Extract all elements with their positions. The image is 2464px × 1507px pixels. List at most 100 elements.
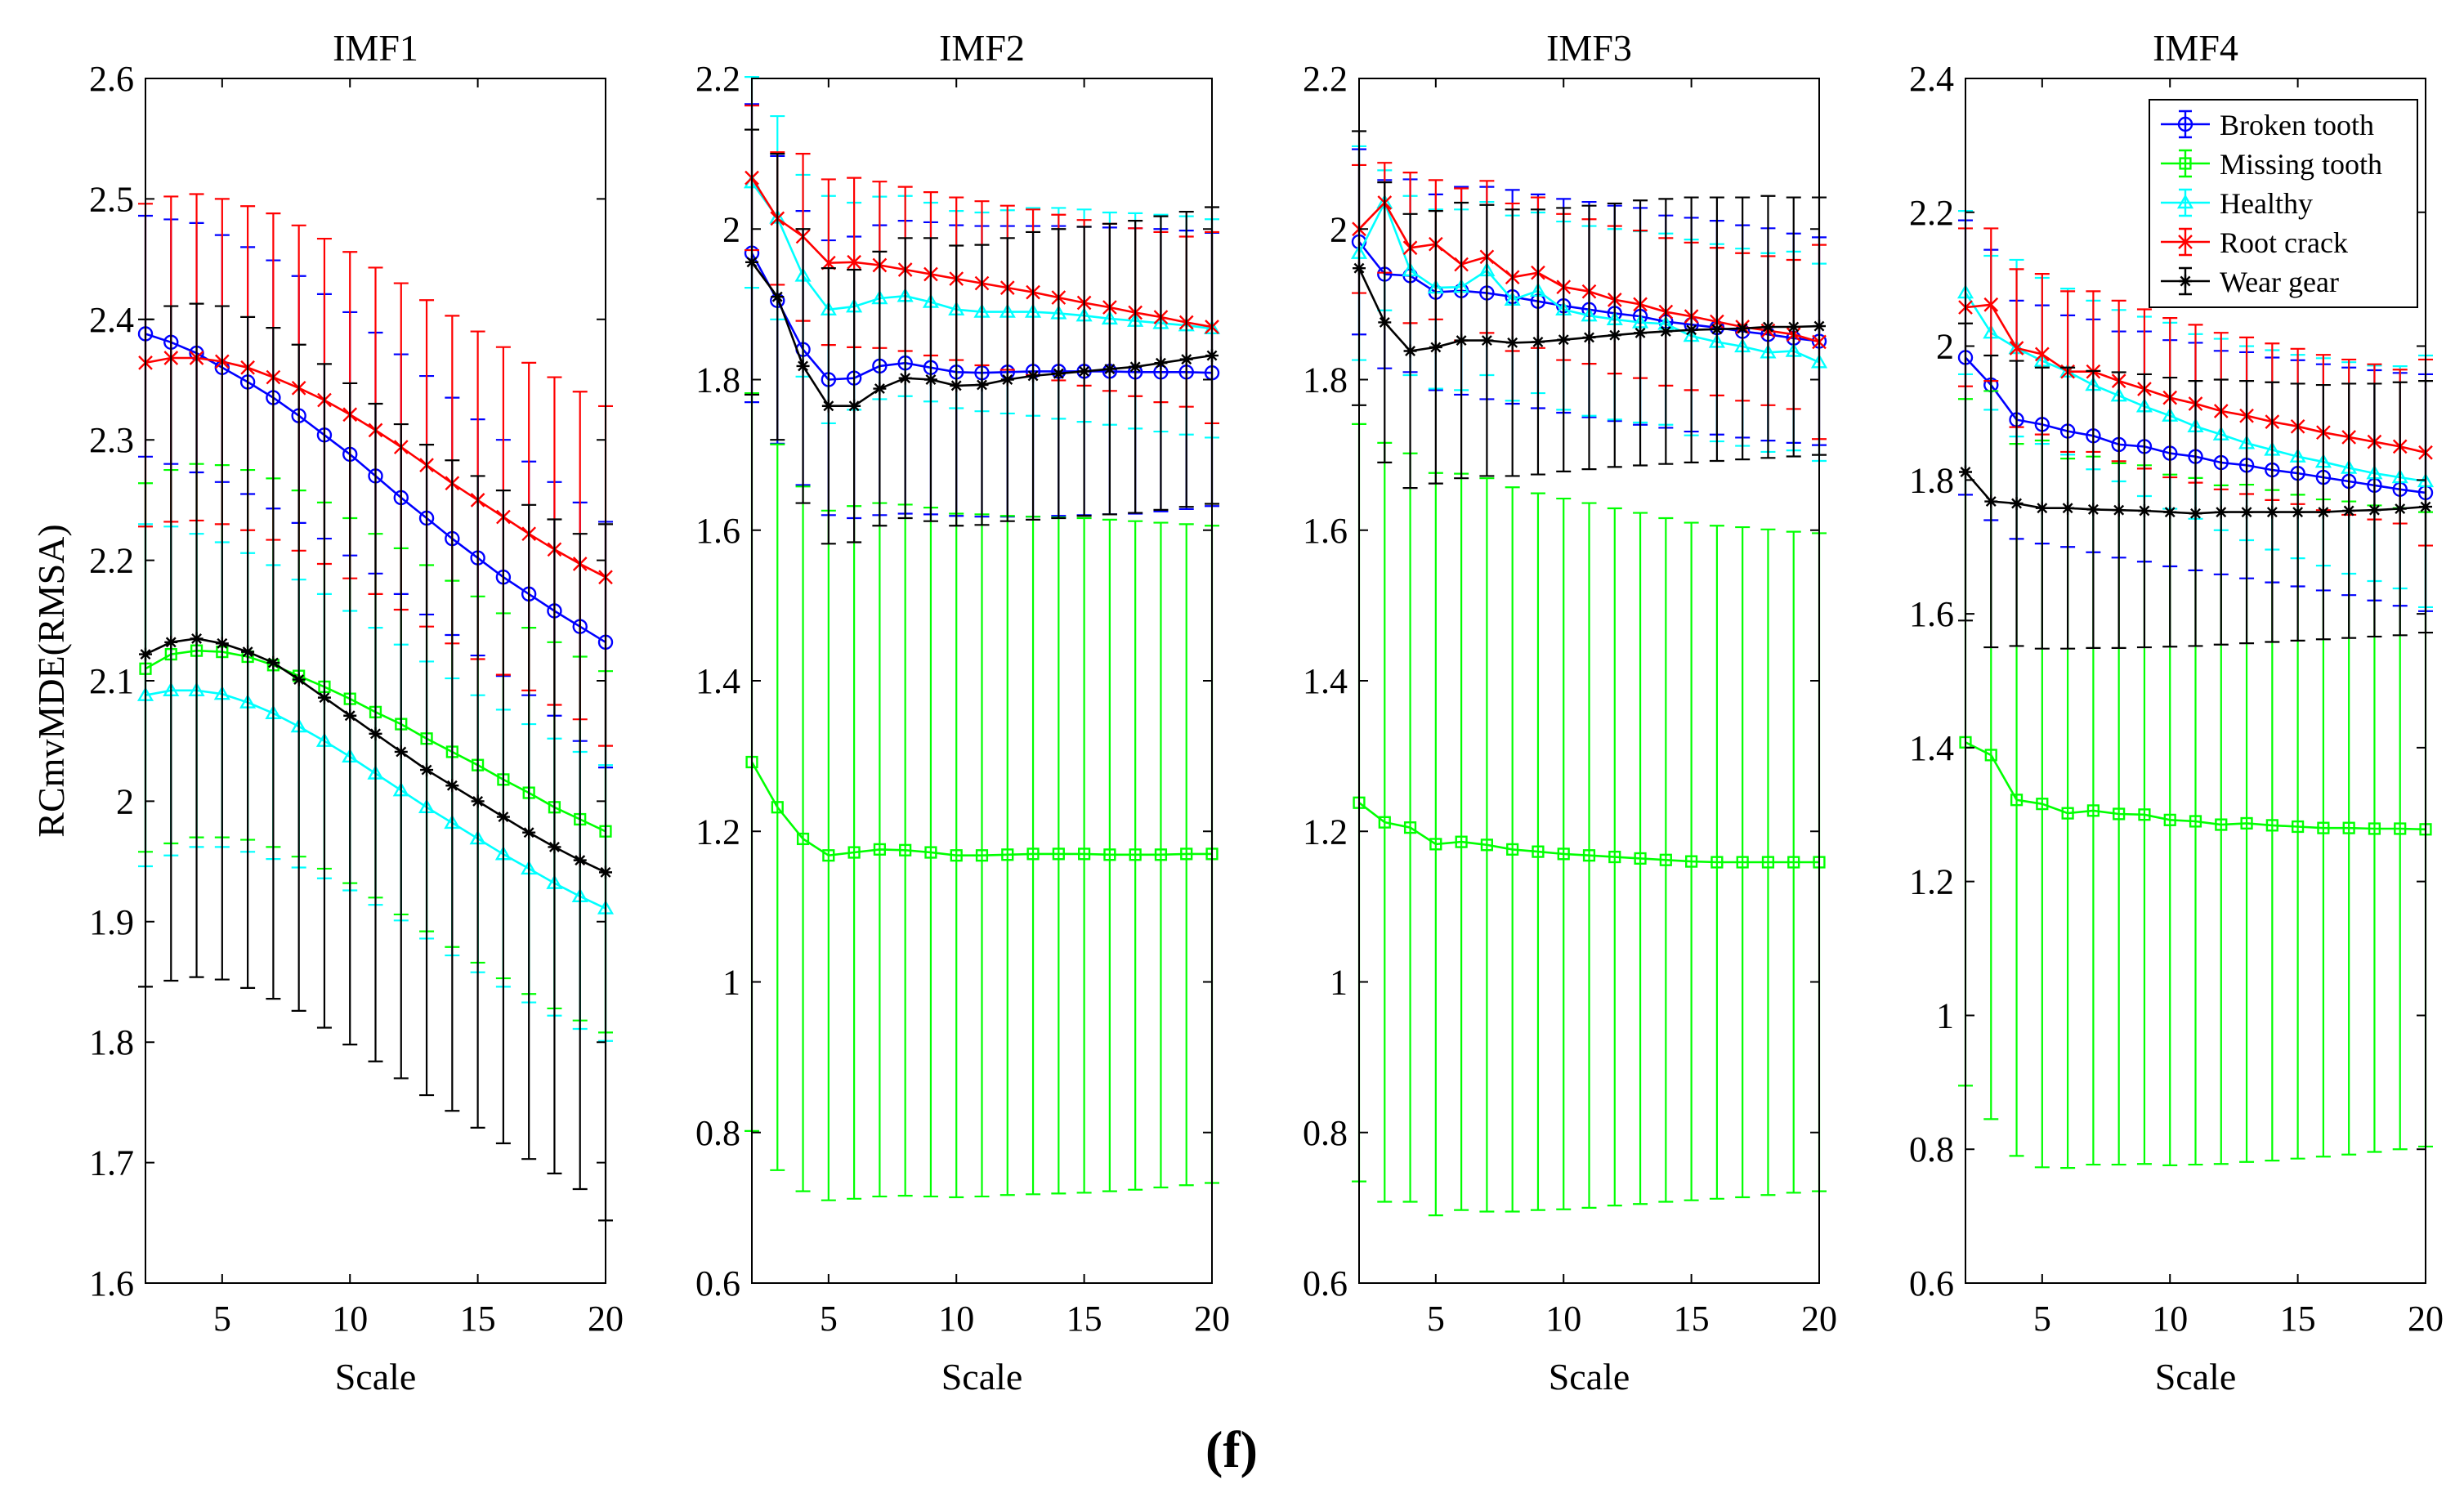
- x-axis-label: Scale: [335, 1356, 417, 1397]
- y-tick-label: 0.6: [695, 1263, 740, 1304]
- data-point: [548, 840, 561, 854]
- data-point: [2086, 503, 2100, 516]
- panels: 1.61.71.81.922.12.22.32.42.52.65 10 15 20IM…: [30, 27, 2444, 1397]
- series-missing-tooth: [1352, 423, 1827, 1217]
- legend-item-broken-tooth: Broken tooth: [2161, 109, 2374, 141]
- y-tick-label: 1.7: [89, 1143, 134, 1183]
- y-tick-label: 2.1: [89, 661, 134, 701]
- x-tick-label: 15: [1067, 1299, 1102, 1339]
- y-axis-label: RCmvMDE(RMSA): [30, 524, 72, 837]
- data-point: [1078, 847, 1091, 861]
- legend-marker: [2179, 275, 2192, 288]
- data-point: [1102, 362, 1116, 376]
- x-tick-label: 20: [588, 1299, 624, 1339]
- data-point: [496, 810, 510, 824]
- data-point: [2009, 341, 2024, 356]
- chart-title: IMF1: [333, 27, 418, 69]
- legend-label: Wear gear: [2220, 266, 2339, 298]
- series-wear-gear: [1352, 130, 1827, 490]
- y-tick-label: 1.8: [89, 1022, 134, 1062]
- y-tick-label: 2: [722, 209, 740, 249]
- data-point: [2342, 821, 2355, 834]
- legend-label: Broken tooth: [2220, 109, 2374, 141]
- x-tick-label: 20: [1194, 1299, 1230, 1339]
- data-point: [1557, 847, 1570, 861]
- y-tick-label: 1.4: [695, 661, 740, 701]
- data-point: [420, 763, 434, 777]
- data-point: [1736, 321, 1750, 335]
- y-tick-label: 1.2: [695, 812, 740, 852]
- data-point: [771, 801, 784, 814]
- data-point: [847, 399, 861, 413]
- data-point: [2292, 820, 2305, 834]
- data-point: [1761, 320, 1775, 334]
- data-point: [2189, 815, 2202, 828]
- data-point: [1787, 320, 1800, 334]
- data-point: [343, 709, 357, 722]
- data-point: [923, 373, 937, 387]
- legend-marker: [2179, 157, 2192, 170]
- data-point: [2112, 503, 2126, 517]
- y-tick-label: 2.2: [1303, 59, 1348, 99]
- data-point: [950, 378, 964, 392]
- legend-swatch: [2161, 188, 2210, 217]
- data-point: [1787, 856, 1800, 869]
- data-point: [1532, 845, 1545, 858]
- y-tick-label: 1: [1936, 995, 1954, 1035]
- data-point: [1077, 364, 1091, 378]
- series-missing-tooth: [745, 391, 1219, 1201]
- y-tick-label: 2.5: [89, 179, 134, 219]
- data-point: [2034, 347, 2050, 362]
- data-point: [924, 846, 937, 859]
- series-line: [1358, 802, 1819, 864]
- data-point: [2163, 505, 2177, 519]
- y-tick-label: 0.8: [1303, 1113, 1348, 1153]
- data-point: [2368, 503, 2381, 517]
- data-point: [1710, 856, 1724, 869]
- data-point: [1129, 360, 1143, 373]
- y-tick-label: 1.9: [89, 902, 134, 942]
- chart-panel-imf3: 0.6 0.8 1 1.2 1.4 1.6 1.8 2 2.2 5 10 15 20 IMF3 Scale: [1303, 27, 1837, 1397]
- data-point: [1154, 356, 1168, 370]
- data-point: [873, 382, 887, 396]
- y-tick-label: 1.8: [1909, 460, 1954, 500]
- data-point: [1052, 367, 1066, 381]
- data-point: [1429, 340, 1442, 354]
- data-point: [1000, 373, 1014, 387]
- legend-item-missing-tooth: Missing tooth: [2161, 148, 2382, 181]
- data-point: [847, 846, 861, 859]
- y-tick-label: 1.8: [695, 360, 740, 400]
- y-tick-label: 2.4: [89, 300, 134, 340]
- data-point: [2265, 819, 2278, 832]
- data-point: [1179, 352, 1193, 366]
- data-point: [471, 794, 485, 808]
- x-tick-label: 20: [2408, 1299, 2444, 1339]
- panel-label: (f): [1205, 1420, 1258, 1478]
- y-tick-label: 0.6: [1303, 1263, 1348, 1304]
- data-point: [1180, 847, 1193, 861]
- data-point: [2138, 808, 2151, 821]
- data-point: [2316, 505, 2330, 519]
- y-tick-label: 1.2: [1909, 862, 1954, 902]
- data-point: [1403, 821, 1417, 834]
- y-tick-label: 1.4: [1909, 728, 1954, 768]
- data-point: [1659, 853, 1672, 866]
- chart-title: IMF2: [939, 27, 1025, 69]
- data-point: [2113, 807, 2126, 821]
- y-tick-label: 0.6: [1909, 1263, 1954, 1304]
- y-tick-label: 1.6: [1909, 594, 1954, 634]
- chart-title: IMF3: [1546, 27, 1632, 69]
- data-point: [2189, 507, 2202, 521]
- data-point: [1378, 816, 1391, 829]
- data-point: [2061, 807, 2074, 820]
- data-point: [1608, 850, 1621, 864]
- y-tick-label: 0.8: [1909, 1129, 1954, 1169]
- data-point: [1582, 849, 1596, 862]
- data-point: [215, 637, 229, 651]
- data-point: [1984, 494, 1998, 508]
- data-point: [1505, 336, 1519, 350]
- y-tick-label: 2.2: [1909, 193, 1954, 233]
- x-tick-label: 5: [1427, 1299, 1445, 1339]
- data-point: [445, 779, 459, 793]
